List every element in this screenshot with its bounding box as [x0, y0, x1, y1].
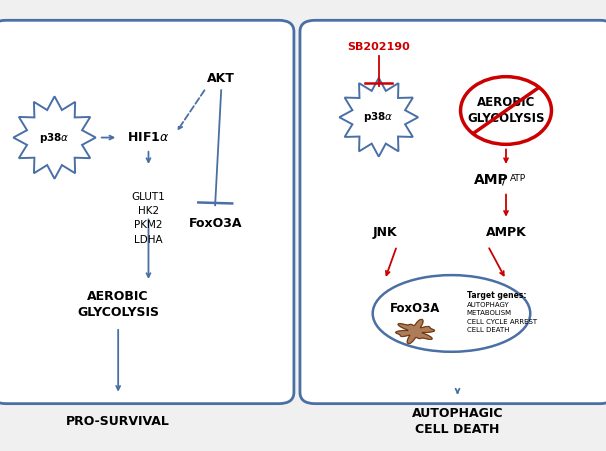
- Text: AUTOPHAGIC
CELL DEATH: AUTOPHAGIC CELL DEATH: [412, 407, 503, 437]
- Text: GLUT1
HK2
PKM2
LDHA: GLUT1 HK2 PKM2 LDHA: [132, 192, 165, 245]
- Text: p38$\alpha$: p38$\alpha$: [39, 130, 70, 145]
- Text: AEROBIC
GLYCOLYSIS: AEROBIC GLYCOLYSIS: [467, 96, 545, 125]
- Text: AUTOPHAGY
METABOLISM
CELL CYCLE ARREST
CELL DEATH: AUTOPHAGY METABOLISM CELL CYCLE ARREST C…: [467, 302, 537, 333]
- Text: AMPK: AMPK: [485, 226, 527, 239]
- Text: /: /: [502, 174, 507, 187]
- Text: AMP: AMP: [473, 173, 508, 188]
- FancyBboxPatch shape: [300, 20, 606, 404]
- Polygon shape: [396, 319, 435, 344]
- Text: p38$\alpha$: p38$\alpha$: [364, 110, 394, 124]
- FancyBboxPatch shape: [0, 20, 294, 404]
- Text: JNK: JNK: [373, 226, 397, 239]
- Text: Target genes:: Target genes:: [467, 291, 526, 300]
- Text: AKT: AKT: [207, 73, 235, 85]
- Text: ATP: ATP: [510, 174, 526, 183]
- Text: SB202190: SB202190: [347, 42, 410, 52]
- Text: FoxO3A: FoxO3A: [188, 217, 242, 230]
- Polygon shape: [13, 97, 96, 179]
- Text: AEROBIC
GLYCOLYSIS: AEROBIC GLYCOLYSIS: [77, 290, 159, 319]
- Text: FoxO3A: FoxO3A: [390, 303, 441, 315]
- Text: HIF1$\alpha$: HIF1$\alpha$: [127, 131, 170, 144]
- Polygon shape: [339, 78, 418, 156]
- Text: PRO-SURVIVAL: PRO-SURVIVAL: [66, 415, 170, 428]
- Ellipse shape: [373, 275, 530, 352]
